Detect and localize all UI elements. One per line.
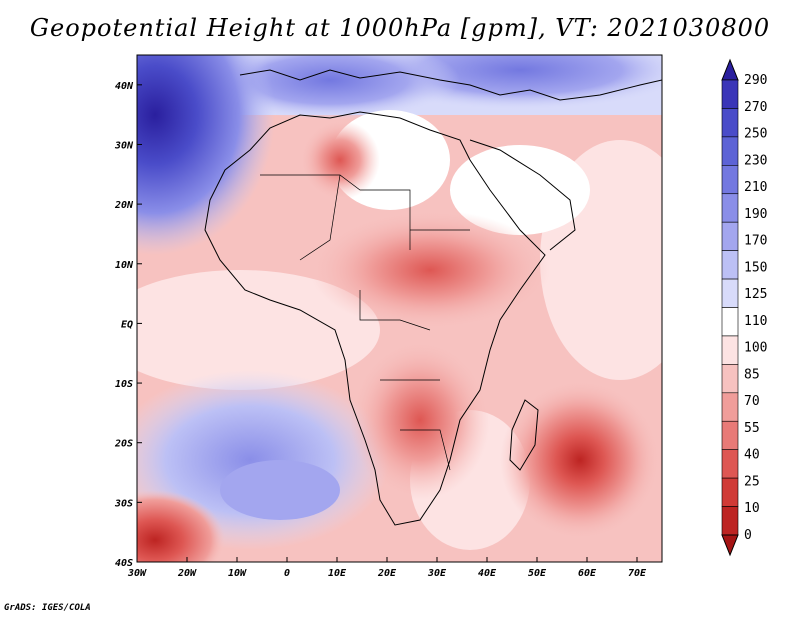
lat-label: 30N bbox=[114, 140, 134, 151]
lon-label: 10W bbox=[228, 568, 247, 579]
lon-label: 50E bbox=[528, 568, 547, 579]
lat-label: 40N bbox=[115, 81, 134, 92]
colorbar-segment bbox=[721, 392, 739, 422]
colorbar-label: 210 bbox=[744, 180, 767, 195]
colorbar-segment bbox=[721, 420, 739, 450]
colorbar-label: 250 bbox=[744, 127, 767, 142]
footer-credit: GrADS: IGES/COLA bbox=[4, 603, 91, 613]
lon-label: 70E bbox=[628, 568, 647, 579]
lat-label: 40S bbox=[115, 558, 133, 569]
colorbar-label: 290 bbox=[744, 73, 767, 88]
colorbar-label: 85 bbox=[744, 367, 760, 382]
colorbar-label: 150 bbox=[744, 260, 767, 275]
lat-label: 10S bbox=[115, 379, 133, 390]
colorbar-label: 10 bbox=[744, 501, 760, 516]
lon-label: 30E bbox=[427, 568, 447, 579]
colorbar-bottom-arrow bbox=[721, 534, 739, 557]
map-field bbox=[137, 55, 662, 562]
colorbar-label: 170 bbox=[744, 234, 767, 249]
colorbar-label: 55 bbox=[744, 421, 760, 436]
colorbar-segment bbox=[721, 108, 739, 138]
longitude-axis: 30W 20W 10W 0 10E 20E 30E 40E 50E 60E 70E bbox=[127, 557, 647, 579]
colorbar-label: 110 bbox=[744, 314, 767, 329]
europe-coastline bbox=[239, 69, 662, 101]
lon-label: 30W bbox=[127, 568, 147, 579]
colorbar-label: 70 bbox=[744, 394, 760, 409]
lon-label: 40E bbox=[478, 568, 497, 579]
lon-label: 20W bbox=[177, 568, 197, 579]
colorbar-segment bbox=[721, 449, 739, 479]
colorbar-label: 0 bbox=[744, 528, 752, 543]
country-borders bbox=[260, 174, 470, 471]
lat-label: 30S bbox=[114, 498, 133, 509]
lon-label: 10E bbox=[328, 568, 347, 579]
colorbar-segment bbox=[721, 193, 739, 223]
lat-label: 10N bbox=[115, 260, 134, 271]
colorbar-segment bbox=[721, 221, 739, 251]
colorbar-segment bbox=[721, 364, 739, 394]
lon-label: 20E bbox=[377, 568, 397, 579]
colorbar-segment bbox=[721, 136, 739, 166]
madagascar-outline bbox=[509, 399, 539, 471]
colorbar-segment bbox=[721, 506, 739, 536]
lat-label: 20S bbox=[114, 439, 133, 450]
map-title: Geopotential Height at 1000hPa [gpm], VT… bbox=[29, 14, 771, 42]
africa-coastline bbox=[204, 111, 546, 526]
latitude-axis: 40N 30N 20N 10N EQ 10S 20S 30S 40S bbox=[114, 81, 142, 569]
colorbar-label: 230 bbox=[744, 153, 767, 168]
lat-label: 20N bbox=[114, 200, 134, 211]
colorbar-segment bbox=[721, 250, 739, 280]
arabia-coastline bbox=[469, 139, 576, 251]
colorbar-segment bbox=[721, 165, 739, 195]
lat-label: EQ bbox=[121, 319, 133, 330]
colorbar-label: 125 bbox=[744, 287, 767, 302]
colorbar-label: 40 bbox=[744, 448, 760, 463]
colorbar-segment bbox=[721, 278, 739, 308]
colorbar-top-arrow bbox=[721, 58, 739, 81]
colorbar-segment bbox=[721, 307, 739, 337]
colorbar-segment bbox=[721, 79, 739, 109]
colorbar-label: 100 bbox=[744, 341, 767, 356]
map-frame bbox=[136, 54, 663, 563]
colorbar-label: 270 bbox=[744, 100, 767, 115]
colorbar-label: 190 bbox=[744, 207, 767, 222]
colorbar-segment bbox=[721, 477, 739, 507]
colorbar: 2902702502302101901701501251101008570554… bbox=[721, 58, 767, 557]
colorbar-label: 25 bbox=[744, 474, 760, 489]
lon-label: 0 bbox=[284, 568, 290, 579]
colorbar-segment bbox=[721, 335, 739, 365]
lon-label: 60E bbox=[578, 568, 597, 579]
